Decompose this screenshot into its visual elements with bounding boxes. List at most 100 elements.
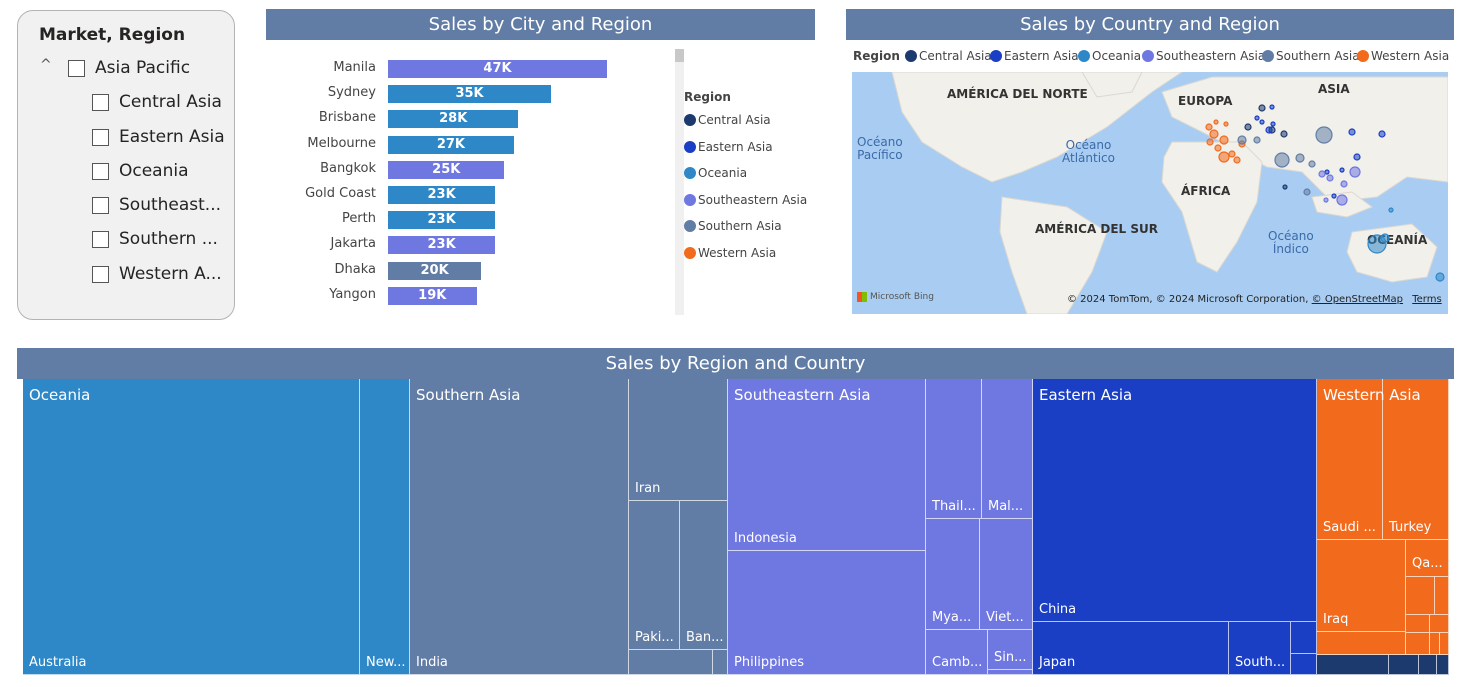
map-bubble[interactable] bbox=[1274, 152, 1290, 168]
map-bubble[interactable] bbox=[1339, 167, 1345, 173]
map-bubble[interactable] bbox=[1340, 180, 1348, 188]
treemap-tile[interactable]: Iraq bbox=[1317, 540, 1406, 632]
legend-item[interactable]: Eastern Asia bbox=[684, 140, 773, 154]
treemap-tile[interactable]: Saudi ... bbox=[1317, 379, 1383, 540]
checkbox[interactable] bbox=[68, 59, 85, 77]
map-bubble[interactable] bbox=[1237, 135, 1247, 145]
treemap-tile[interactable]: Qa... bbox=[1406, 540, 1449, 577]
legend-item[interactable]: Western Asia bbox=[684, 246, 776, 260]
bar[interactable] bbox=[388, 236, 496, 255]
legend-item[interactable]: Oceania bbox=[684, 166, 747, 180]
treemap-tile[interactable] bbox=[713, 650, 728, 675]
treemap-tile[interactable]: India bbox=[410, 379, 629, 675]
map-bubble[interactable] bbox=[1280, 130, 1288, 138]
checkbox[interactable] bbox=[92, 196, 109, 214]
slicer-item-oceania[interactable]: Oceania bbox=[92, 160, 189, 182]
treemap-tile[interactable] bbox=[1389, 655, 1419, 675]
map-bubble[interactable] bbox=[1206, 138, 1214, 146]
map-bubble[interactable] bbox=[1336, 194, 1348, 206]
map-bubble[interactable] bbox=[1218, 151, 1230, 163]
treemap-tile[interactable]: Japan bbox=[1033, 622, 1229, 675]
bubble-map[interactable]: AMÉRICA DEL NORTE EUROPA ASIA ÁFRICA AMÉ… bbox=[852, 72, 1448, 314]
map-bubble[interactable] bbox=[1315, 126, 1333, 144]
treemap-tile[interactable] bbox=[988, 670, 1033, 675]
slicer-item-eastern-asia[interactable]: Eastern Asia bbox=[92, 126, 225, 148]
treemap-tile[interactable] bbox=[1435, 577, 1449, 615]
map-bubble[interactable] bbox=[1228, 150, 1236, 158]
map-bubble[interactable] bbox=[1378, 130, 1386, 138]
map-bubble[interactable] bbox=[1353, 153, 1361, 161]
map-bubble[interactable] bbox=[1349, 166, 1361, 178]
map-bubble[interactable] bbox=[1318, 170, 1326, 178]
treemap-tile[interactable]: Australia bbox=[23, 379, 360, 675]
map-bubble[interactable] bbox=[1244, 123, 1252, 131]
legend-item[interactable]: Central Asia bbox=[684, 113, 771, 127]
treemap-tile[interactable]: Turkey bbox=[1383, 379, 1449, 540]
treemap-tile[interactable] bbox=[1430, 615, 1449, 633]
slicer-item-western-asia[interactable]: Western A... bbox=[92, 263, 222, 285]
map-bubble[interactable] bbox=[1219, 135, 1229, 145]
map-bubble[interactable] bbox=[1308, 160, 1316, 168]
treemap-tile[interactable]: Camb... bbox=[926, 630, 988, 675]
bar[interactable] bbox=[388, 110, 519, 129]
map-bubble[interactable] bbox=[1348, 128, 1356, 136]
treemap-tile[interactable] bbox=[629, 650, 713, 675]
map-bubble[interactable] bbox=[1233, 156, 1241, 164]
treemap-tile[interactable]: Philippines bbox=[728, 551, 926, 675]
treemap-tile[interactable] bbox=[1317, 632, 1406, 655]
map-legend-item[interactable]: Eastern Asia bbox=[990, 49, 1079, 63]
map-bubble[interactable] bbox=[1265, 126, 1273, 134]
treemap-tile[interactable] bbox=[1406, 615, 1430, 633]
treemap-tile[interactable] bbox=[1291, 622, 1317, 654]
treemap-tile[interactable]: New... bbox=[360, 379, 410, 675]
bar[interactable] bbox=[388, 211, 496, 230]
map-bubble[interactable] bbox=[1259, 119, 1265, 125]
map-bubble[interactable] bbox=[1435, 272, 1445, 282]
treemap-tile[interactable] bbox=[1406, 577, 1435, 615]
bar[interactable] bbox=[388, 60, 607, 78]
terms-link[interactable]: Terms bbox=[1412, 294, 1442, 305]
treemap-tile[interactable] bbox=[1406, 633, 1430, 655]
map-bubble[interactable] bbox=[1205, 123, 1213, 131]
checkbox[interactable] bbox=[92, 265, 109, 283]
map-bubble[interactable] bbox=[1254, 115, 1260, 121]
treemap-tile[interactable]: Viet... bbox=[980, 519, 1033, 630]
treemap-tile[interactable]: Mya... bbox=[926, 519, 980, 630]
checkbox[interactable] bbox=[92, 128, 109, 146]
map-bubble[interactable] bbox=[1324, 169, 1330, 175]
slicer-item-asia-pacific[interactable]: Asia Pacific bbox=[68, 57, 190, 79]
treemap-tile[interactable] bbox=[1437, 655, 1449, 675]
map-bubble[interactable] bbox=[1209, 129, 1219, 139]
legend-item[interactable]: Southern Asia bbox=[684, 219, 782, 233]
treemap-tile[interactable] bbox=[1440, 633, 1449, 655]
map-bubble[interactable] bbox=[1295, 153, 1305, 163]
slicer-item-central-asia[interactable]: Central Asia bbox=[92, 91, 222, 113]
treemap-tile[interactable]: Ban... bbox=[680, 501, 728, 650]
map-bubble[interactable] bbox=[1269, 104, 1275, 110]
treemap-tile[interactable]: Mal... bbox=[982, 379, 1033, 519]
slicer-item-southern-asia[interactable]: Southern ... bbox=[92, 228, 218, 250]
map-bubble[interactable] bbox=[1323, 197, 1329, 203]
treemap-tile[interactable]: Thail... bbox=[926, 379, 982, 519]
bar[interactable] bbox=[388, 186, 496, 204]
map-bubble[interactable] bbox=[1326, 174, 1334, 182]
map-bubble[interactable] bbox=[1214, 144, 1222, 152]
bar[interactable] bbox=[388, 135, 514, 154]
map-bubble[interactable] bbox=[1213, 119, 1219, 125]
scrollbar-track[interactable] bbox=[675, 49, 684, 315]
map-legend-item[interactable]: Western Asia bbox=[1357, 49, 1449, 63]
bar[interactable] bbox=[388, 85, 552, 104]
treemap-tile[interactable]: Indonesia bbox=[728, 379, 926, 551]
map-bubble[interactable] bbox=[1331, 193, 1337, 199]
map-bubble[interactable] bbox=[1303, 188, 1311, 196]
map-bubble[interactable] bbox=[1388, 207, 1394, 213]
map-bubble[interactable] bbox=[1380, 233, 1390, 243]
treemap-tile[interactable]: Sin... bbox=[988, 630, 1033, 670]
map-legend-item[interactable]: Southern Asia bbox=[1262, 49, 1360, 63]
treemap-tile[interactable] bbox=[1291, 654, 1317, 675]
map-bubble[interactable] bbox=[1253, 136, 1261, 144]
map-bubble[interactable] bbox=[1282, 184, 1288, 190]
map-bubble[interactable] bbox=[1223, 121, 1229, 127]
treemap-tile[interactable] bbox=[1430, 633, 1440, 655]
osm-link[interactable]: © OpenStreetMap bbox=[1311, 294, 1404, 305]
